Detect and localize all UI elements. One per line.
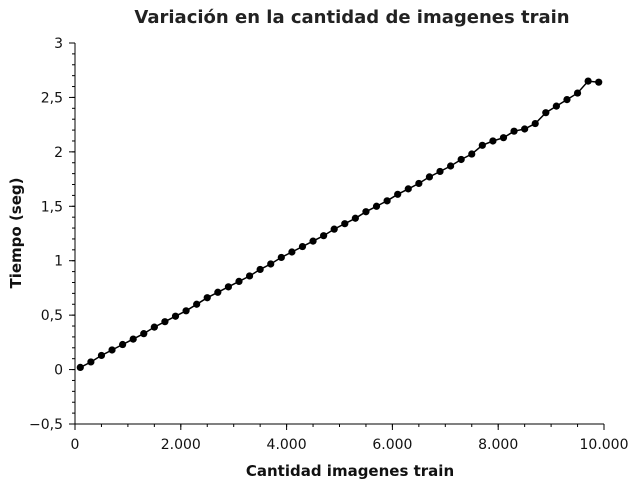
data-point — [108, 346, 116, 354]
data-point — [97, 351, 106, 360]
data-point — [573, 89, 582, 97]
data-point — [171, 312, 180, 320]
y-axis-label: Tiempo (seg) — [7, 178, 25, 289]
data-point — [256, 265, 264, 274]
data-point — [531, 119, 539, 128]
axes: 0 2.000 4.000 6.000 8.000 10.000 −0,5 0 0,5 1 1,5… — [29, 36, 629, 453]
data-point — [415, 179, 423, 188]
data-point — [214, 288, 222, 296]
data-point — [245, 272, 254, 280]
data-point — [129, 335, 137, 343]
data-point — [499, 134, 508, 142]
data-point — [193, 300, 201, 308]
data-point — [76, 363, 84, 371]
x-tick-label: 2.000 — [161, 437, 201, 453]
data-point — [489, 137, 497, 145]
data-point — [87, 358, 95, 366]
data-point — [552, 102, 560, 110]
data-point — [288, 248, 296, 256]
data-point — [203, 294, 211, 302]
plot-area — [76, 77, 603, 371]
data-point — [521, 125, 529, 133]
series-line — [79, 80, 599, 369]
data-point — [267, 260, 275, 268]
x-tick-label: 4.000 — [267, 437, 307, 453]
data-point — [140, 330, 148, 338]
data-point — [563, 96, 571, 104]
y-tick-label: 0,5 — [41, 308, 63, 324]
data-point — [436, 167, 444, 176]
data-points — [76, 77, 603, 371]
data-point — [394, 190, 402, 198]
x-tick-label: 0 — [71, 437, 80, 453]
data-point — [224, 283, 233, 291]
y-ticks: −0,5 0 0,5 1 1,5 2 2,5 3 — [29, 36, 75, 433]
data-point — [320, 232, 328, 240]
data-point — [446, 162, 455, 170]
data-point — [404, 185, 412, 193]
data-point — [119, 340, 127, 349]
x-tick-label: 8.000 — [478, 437, 518, 453]
x-tick-label: 10.000 — [580, 437, 629, 453]
data-point — [510, 127, 518, 135]
data-point — [235, 277, 243, 285]
y-tick-label: −0,5 — [29, 417, 63, 433]
data-point — [309, 237, 317, 245]
x-tick-label: 6.000 — [372, 437, 412, 453]
data-point — [595, 78, 603, 86]
y-tick-label: 1 — [54, 254, 63, 270]
x-ticks: 0 2.000 4.000 6.000 8.000 10.000 — [71, 424, 629, 453]
y-tick-label: 1,5 — [41, 199, 63, 215]
data-point — [362, 208, 370, 216]
data-point — [298, 242, 307, 251]
data-point — [341, 220, 349, 228]
data-point — [150, 323, 158, 331]
data-point — [425, 173, 434, 181]
data-point — [584, 77, 592, 85]
y-tick-label: 3 — [54, 36, 63, 52]
data-point — [277, 253, 285, 262]
data-point — [383, 197, 391, 205]
data-point — [182, 307, 190, 315]
x-axis-label: Cantidad imagenes train — [246, 462, 454, 480]
y-tick-label: 0 — [54, 363, 63, 379]
data-point — [457, 155, 465, 164]
chart-title: Variación en la cantidad de imagenes tra… — [134, 7, 569, 28]
data-point — [542, 109, 550, 117]
data-point — [161, 318, 169, 326]
data-point — [351, 214, 359, 222]
data-point — [478, 141, 486, 149]
data-point — [468, 150, 476, 158]
y-tick-label: 2 — [54, 145, 63, 161]
data-point — [372, 202, 381, 210]
data-point — [330, 225, 338, 233]
y-tick-label: 2,5 — [41, 90, 63, 106]
